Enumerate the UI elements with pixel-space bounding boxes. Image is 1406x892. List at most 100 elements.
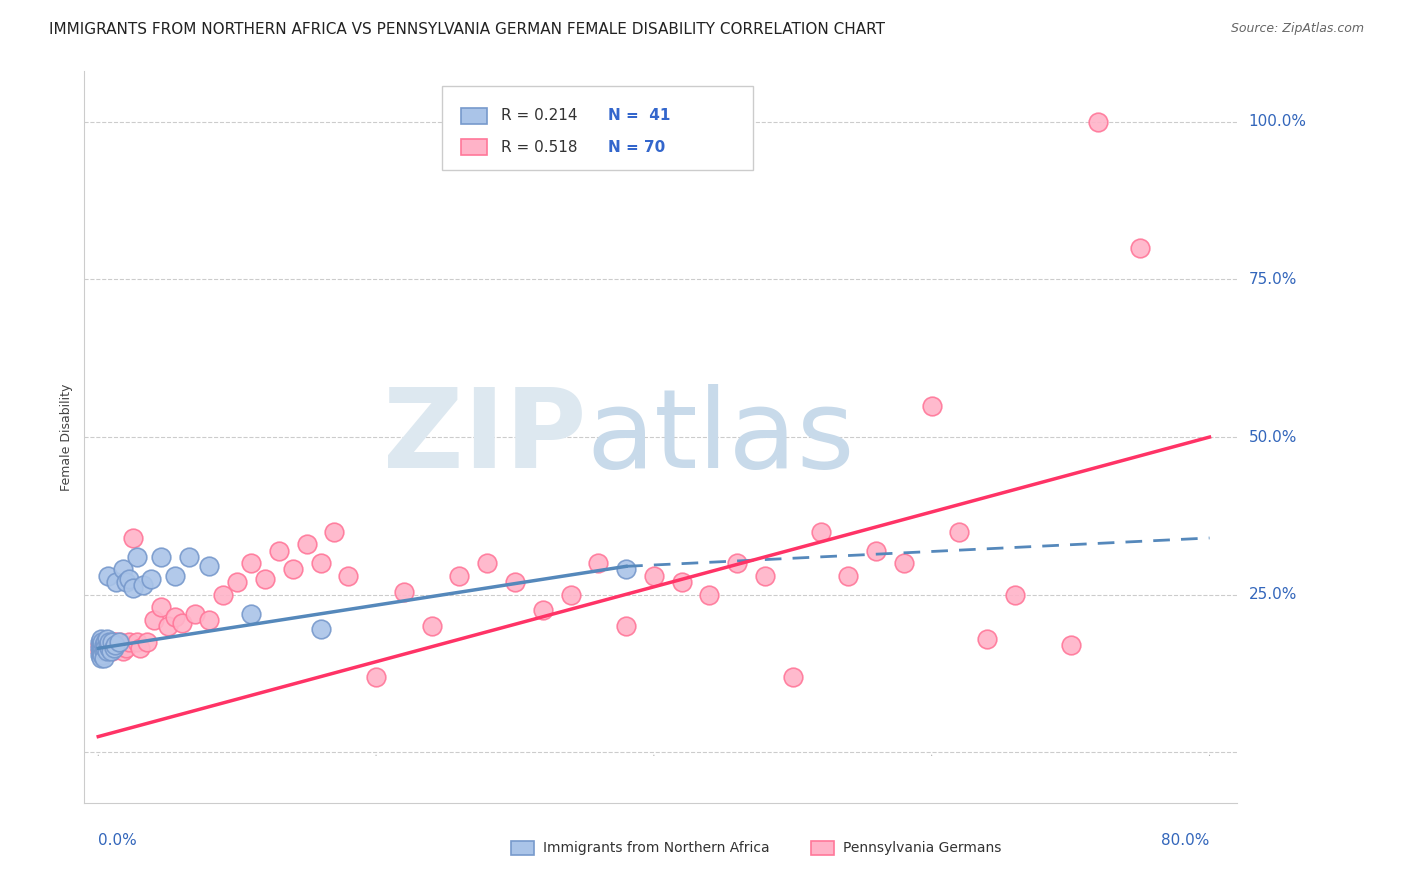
Point <box>98 635 121 649</box>
Point <box>93 644 115 658</box>
Point <box>104 635 127 649</box>
Text: N = 70: N = 70 <box>607 140 665 155</box>
Point <box>725 556 748 570</box>
Point <box>671 575 693 590</box>
Point <box>135 635 157 649</box>
Bar <box>461 139 486 155</box>
FancyBboxPatch shape <box>441 86 754 170</box>
Text: 80.0%: 80.0% <box>1161 833 1209 848</box>
Point <box>240 607 263 621</box>
Point <box>96 644 118 658</box>
Bar <box>510 841 534 855</box>
Point <box>253 572 276 586</box>
Point <box>893 556 915 570</box>
Point <box>129 641 152 656</box>
Text: Pennsylvania Germans: Pennsylvania Germans <box>844 841 1001 855</box>
Point <box>531 603 554 617</box>
Point <box>614 619 637 633</box>
Point <box>392 584 415 599</box>
Point <box>127 549 149 564</box>
Point <box>364 670 387 684</box>
Point <box>477 556 499 570</box>
Text: IMMIGRANTS FROM NORTHERN AFRICA VS PENNSYLVANIA GERMAN FEMALE DISABILITY CORRELA: IMMIGRANTS FROM NORTHERN AFRICA VS PENNS… <box>49 22 886 37</box>
Point <box>97 638 120 652</box>
Point <box>90 641 112 656</box>
Point <box>89 648 111 662</box>
Point <box>93 644 115 658</box>
Point <box>131 578 153 592</box>
Point <box>94 641 117 656</box>
Point <box>89 641 111 656</box>
Point <box>449 569 471 583</box>
Point <box>127 635 149 649</box>
Text: 100.0%: 100.0% <box>1249 114 1306 129</box>
Point <box>103 635 125 649</box>
Point <box>163 569 186 583</box>
Point <box>323 524 346 539</box>
Text: Immigrants from Northern Africa: Immigrants from Northern Africa <box>543 841 770 855</box>
Text: 50.0%: 50.0% <box>1249 430 1296 444</box>
Point <box>90 638 112 652</box>
Point <box>91 635 114 649</box>
Point <box>89 638 111 652</box>
Point <box>115 641 138 656</box>
Y-axis label: Female Disability: Female Disability <box>60 384 73 491</box>
Point <box>240 556 263 570</box>
Point <box>177 549 200 564</box>
Point <box>118 635 141 649</box>
Point <box>139 572 162 586</box>
Point <box>101 635 124 649</box>
Point <box>226 575 249 590</box>
Point <box>112 644 135 658</box>
Point <box>96 635 118 649</box>
Point <box>865 543 887 558</box>
Point <box>837 569 859 583</box>
Point <box>1129 241 1152 255</box>
Point <box>149 549 172 564</box>
Point <box>267 543 290 558</box>
Point <box>98 641 121 656</box>
Point <box>94 635 117 649</box>
Point <box>90 644 112 658</box>
Point <box>184 607 207 621</box>
Point <box>115 575 138 590</box>
Point <box>810 524 832 539</box>
Point <box>281 562 304 576</box>
Point <box>699 588 721 602</box>
Point <box>503 575 526 590</box>
Point <box>118 572 141 586</box>
Point <box>976 632 998 646</box>
Point <box>170 616 193 631</box>
Point <box>101 644 124 658</box>
Point <box>91 641 114 656</box>
Point <box>90 632 112 646</box>
Point <box>91 641 114 656</box>
Point <box>163 609 186 624</box>
Point <box>309 556 332 570</box>
Point <box>90 635 112 649</box>
Point <box>295 537 318 551</box>
Text: R = 0.214: R = 0.214 <box>501 109 576 123</box>
Point <box>89 644 111 658</box>
Point <box>97 569 120 583</box>
Point <box>110 635 132 649</box>
Point <box>1059 638 1081 652</box>
Text: R = 0.518: R = 0.518 <box>501 140 576 155</box>
Point <box>149 600 172 615</box>
Point <box>89 635 111 649</box>
Text: 25.0%: 25.0% <box>1249 587 1296 602</box>
Point <box>105 575 128 590</box>
Point <box>198 613 221 627</box>
Point <box>112 562 135 576</box>
Point <box>122 582 145 596</box>
Point <box>337 569 360 583</box>
Point <box>93 650 115 665</box>
Point <box>98 638 121 652</box>
Text: 0.0%: 0.0% <box>98 833 136 848</box>
Point <box>142 613 165 627</box>
Point <box>91 648 114 662</box>
Point <box>1087 115 1109 129</box>
Point <box>198 559 221 574</box>
Point <box>921 399 943 413</box>
Point <box>309 623 332 637</box>
